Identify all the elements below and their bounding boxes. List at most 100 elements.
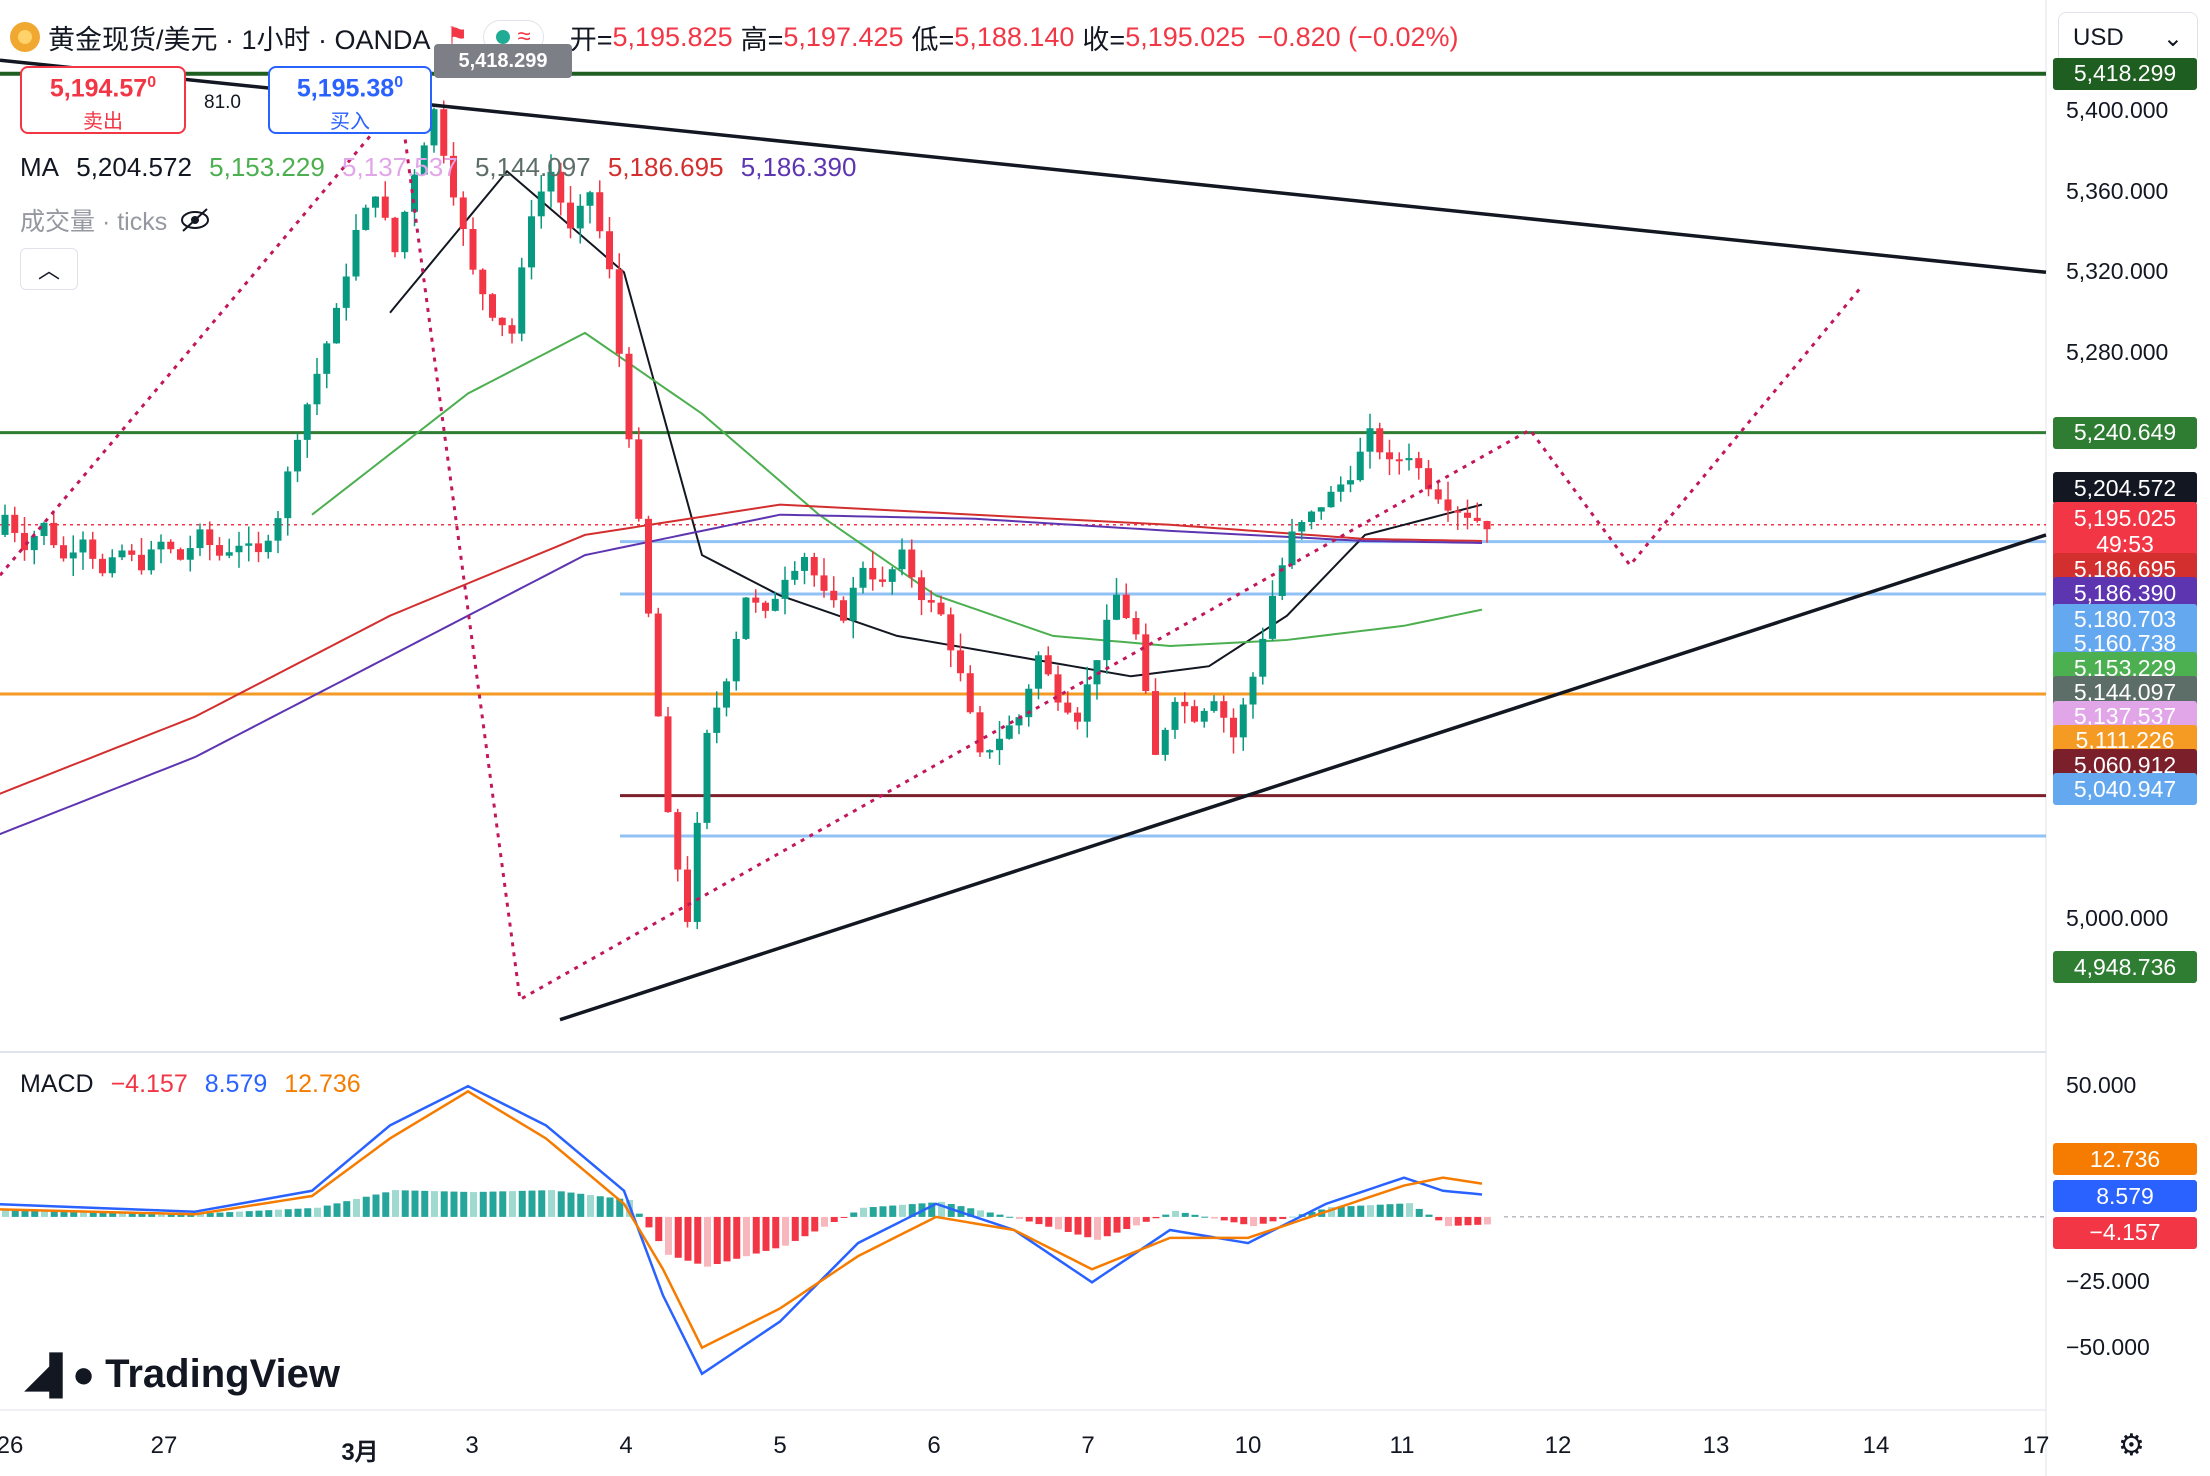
collapse-button[interactable]: ︿ [20, 248, 78, 290]
high-label: 高= [740, 24, 784, 55]
candle-body [1386, 452, 1393, 460]
candle-body [79, 539, 87, 553]
macd-histogram-bar [489, 1191, 497, 1217]
ma-value-6: 5,186.390 [740, 152, 857, 182]
macd-histogram-bar [811, 1216, 819, 1232]
macd-line[interactable] [0, 1084, 1483, 1376]
macd-histogram-bar [1162, 1214, 1170, 1217]
candle-body [888, 569, 896, 582]
candle-body [1103, 619, 1111, 661]
macd-histogram-bar [840, 1216, 848, 1218]
ma-line-2[interactable] [311, 331, 1483, 648]
candle-body [235, 545, 243, 553]
candle-body [1181, 701, 1189, 707]
macd-histogram-bar [372, 1194, 380, 1217]
macd-histogram-bar [548, 1190, 555, 1217]
candle-body [1054, 674, 1062, 703]
candle-body [186, 548, 194, 560]
candle-body [1415, 458, 1423, 469]
macd-histogram-bar [265, 1210, 273, 1217]
candle-body [216, 545, 223, 556]
macd-histogram-bar [821, 1216, 828, 1227]
macd-histogram-bar [1016, 1216, 1023, 1219]
candle-body [576, 205, 584, 229]
price-label-value: 5,137.537 [2073, 703, 2177, 730]
macd-histogram-bar [119, 1212, 126, 1217]
macd-histogram-bar [1220, 1216, 1228, 1221]
price-label-value: 5,240.649 [2073, 419, 2177, 446]
macd-histogram-bar [899, 1204, 906, 1217]
macd-histogram-bar [655, 1216, 663, 1242]
macd-histogram-bar [440, 1191, 448, 1217]
candle-body [1425, 468, 1432, 490]
candle-body [1044, 655, 1052, 675]
candle-body [966, 673, 974, 713]
flag-icon[interactable]: ⚑ [446, 23, 469, 50]
macd-histogram-bar [80, 1211, 87, 1217]
sell-button[interactable]: 5,194.570 卖出 [20, 66, 186, 134]
macd-signal-line[interactable] [0, 1089, 1483, 1350]
macd-histogram-bar [879, 1206, 887, 1217]
candle-body [206, 529, 214, 546]
candle-body [1210, 701, 1218, 711]
candle-body [508, 325, 516, 334]
candle-body [820, 575, 828, 591]
macd-histogram-bar [723, 1216, 731, 1262]
macd-histogram-bar [1025, 1216, 1033, 1222]
ma-legend[interactable]: MA 5,204.572 5,153.229 5,137.537 5,144.0… [20, 152, 866, 183]
candle-body [498, 317, 506, 326]
candle-body [976, 712, 984, 753]
buy-button[interactable]: 5,195.380 买入 [268, 66, 432, 134]
market-open-icon [495, 30, 510, 44]
ma-value-2: 5,153.229 [209, 152, 325, 182]
macd-histogram-bar [743, 1216, 750, 1257]
candle-body [664, 716, 672, 813]
macd-histogram-bar [1035, 1216, 1043, 1225]
macd-histogram-bar [1230, 1216, 1238, 1223]
eye-off-icon[interactable] [179, 207, 211, 233]
macd-legend[interactable]: MACD −4.157 8.579 12.736 [20, 1070, 371, 1099]
candle-body [411, 174, 418, 212]
candle-body [440, 109, 448, 156]
price-label: 5,240.649 [2053, 416, 2197, 449]
gear-icon[interactable]: ⚙ [2118, 1429, 2145, 1462]
time-axis-tick: 14 [1862, 1432, 1890, 1459]
candle-body [1220, 701, 1228, 718]
candle-body [60, 545, 67, 559]
candle-body [830, 590, 838, 601]
currency-select[interactable]: USD ⌄ [2058, 12, 2198, 64]
macd-histogram-bar [1308, 1211, 1316, 1217]
candle-body [635, 439, 643, 519]
macd-axis-tick: −25.000 [2066, 1268, 2150, 1295]
macd-histogram-bar [1454, 1216, 1462, 1226]
macd-axis-tick: −50.000 [2066, 1333, 2150, 1360]
candle-body [284, 471, 292, 519]
macd-histogram-bar [1386, 1204, 1394, 1217]
candle-body [147, 549, 155, 571]
support-trendline[interactable] [559, 533, 2047, 1022]
price-axis-tick: 5,400.000 [2066, 96, 2169, 123]
candle-body [1405, 458, 1413, 461]
candle-body [1230, 717, 1237, 738]
ma-line-3[interactable] [0, 503, 1483, 798]
macd-histogram-bar [41, 1210, 48, 1217]
tradingview-logo[interactable]: ◢▌● TradingView [24, 1352, 340, 1397]
candle-body [479, 269, 487, 295]
macd-histogram-bar [782, 1216, 789, 1246]
candle-body [1200, 710, 1208, 722]
buy-label: 买入 [330, 111, 370, 134]
candle-body [1035, 655, 1042, 689]
volume-legend[interactable]: 成交量 · ticks [20, 202, 211, 238]
macd-histogram-bar [431, 1191, 438, 1217]
ma-line-4[interactable] [0, 513, 1483, 838]
symbol-title[interactable]: 黄金现货/美元 · 1小时 · OANDA [48, 24, 431, 55]
candle-body [1376, 428, 1384, 453]
price-label-value: 5,195.025 [2073, 504, 2177, 531]
macd-histogram-bar [1113, 1216, 1121, 1233]
candle-body [1074, 712, 1081, 722]
candle-body [810, 556, 818, 576]
candle-body [937, 602, 945, 615]
close-value: 5,195.025 [1125, 21, 1246, 52]
macd-histogram-bar [1269, 1216, 1277, 1222]
